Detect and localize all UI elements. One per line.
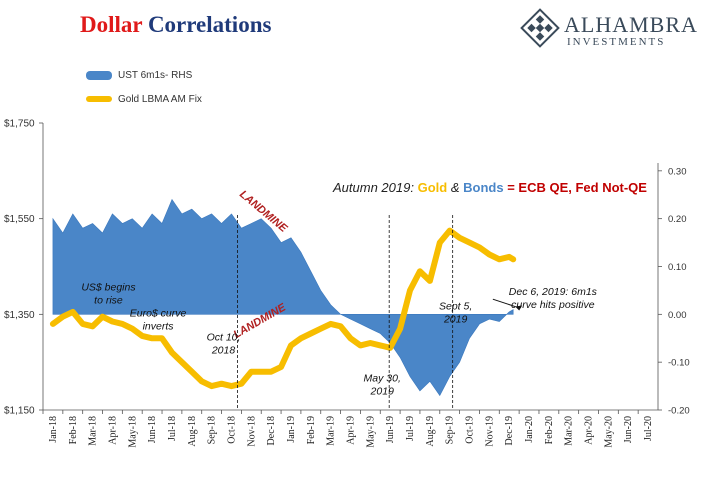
annotation-may-30: May 30, 2019 (364, 372, 401, 397)
x-tick-label: Feb-18 (68, 416, 79, 444)
x-tick-label: Jan-18 (48, 416, 59, 443)
headline-bonds: Bonds (463, 180, 504, 195)
series-gold-line (49, 227, 517, 390)
x-tick-label: Oct-19 (465, 416, 476, 444)
right-tick-label: -0.10 (668, 358, 690, 369)
headline-prefix: Autumn 2019: (333, 180, 414, 195)
left-tick-label: $1,350 (4, 310, 35, 321)
x-tick-label: Dec-19 (504, 416, 515, 445)
annotation-sept-5: Sept 5, 2019 (439, 301, 472, 326)
x-tick-label: Aug-19 (425, 416, 436, 447)
x-tick-label: Nov-19 (484, 416, 495, 447)
logo: ALHAMBRA INVESTMENTS (564, 12, 698, 48)
left-tick-label: $1,150 (4, 406, 35, 417)
x-tick-label: Jul-20 (643, 416, 654, 441)
annotation-dec-6: Dec 6, 2019: 6m1s curve hits positive (509, 286, 598, 311)
annotation-arrow (492, 298, 516, 308)
logo-diamond-icon (520, 8, 560, 48)
x-tick-label: Dec-18 (266, 416, 277, 445)
x-tick-label: May-20 (603, 416, 614, 448)
x-tick-label: Jun-20 (623, 416, 634, 443)
x-tick-label: Jun-19 (385, 416, 396, 443)
page-title: Dollar Correlations (80, 12, 271, 38)
x-tick-label: Apr-20 (584, 416, 595, 445)
x-tick-label: Nov-18 (246, 416, 257, 447)
right-tick-label: 0.30 (668, 166, 687, 177)
headline-amp: & (450, 180, 460, 195)
legend-item-bonds: UST 6m1s- RHS (86, 70, 192, 81)
x-tick-label: Apr-18 (107, 416, 118, 445)
x-tick-label: Oct-18 (226, 416, 237, 444)
x-tick-label: Feb-20 (544, 416, 555, 444)
x-tick-label: Jan-20 (524, 416, 535, 443)
x-tick-label: Mar-19 (326, 416, 337, 446)
x-tick-label: May-18 (127, 416, 138, 448)
annotation-euro-curve: Euro$ curve inverts (130, 308, 187, 333)
annotation-oct-10: Oct 10, 2018 (207, 332, 241, 357)
left-tick-label: $1,550 (4, 214, 35, 225)
logo-name: ALHAMBRA (564, 12, 698, 37)
series-bonds-area (52, 198, 514, 397)
x-tick-label: Sep-19 (445, 416, 456, 444)
legend-label-gold: Gold LBMA AM Fix (118, 94, 202, 105)
right-tick-label: 0.00 (668, 310, 687, 321)
x-tick-label: Jan-19 (286, 416, 297, 443)
legend-swatch-gold (86, 96, 112, 103)
right-tick-label: 0.10 (668, 262, 687, 273)
headline-ecb: ECB QE, Fed Not-QE (518, 180, 647, 195)
x-tick-label: Jul-19 (405, 416, 416, 441)
legend-label-bonds: UST 6m1s- RHS (118, 70, 193, 81)
left-tick-label: $1,750 (4, 119, 35, 130)
legend-swatch-bonds (86, 70, 112, 80)
right-tick-label: 0.20 (668, 214, 687, 225)
headline-gold: Gold (417, 180, 448, 195)
headline-eq: = (507, 180, 515, 195)
x-tick-label: Mar-18 (88, 416, 99, 446)
x-tick-label: Jul-18 (167, 416, 178, 441)
right-tick-label: -0.20 (668, 406, 690, 417)
x-tick-label: May-19 (365, 416, 376, 448)
x-tick-label: Aug-18 (187, 416, 198, 447)
annotation-usd-rise: US$ begins to rise (81, 281, 136, 306)
logo-subtitle: INVESTMENTS (567, 36, 666, 48)
title-word-correlations: Correlations (147, 12, 272, 37)
x-tick-label: Jun-18 (147, 416, 158, 443)
annotation-arrowhead (515, 305, 523, 311)
chart-headline: Autumn 2019: Gold & Bonds = ECB QE, Fed … (333, 180, 647, 195)
title-word-dollar: Dollar (80, 12, 143, 37)
x-tick-label: Apr-19 (346, 416, 357, 445)
x-tick-label: Sep-18 (207, 416, 218, 444)
legend-item-gold: Gold LBMA AM Fix (86, 94, 202, 105)
x-tick-label: Feb-19 (306, 416, 317, 444)
x-tick-label: Mar-20 (564, 416, 575, 446)
